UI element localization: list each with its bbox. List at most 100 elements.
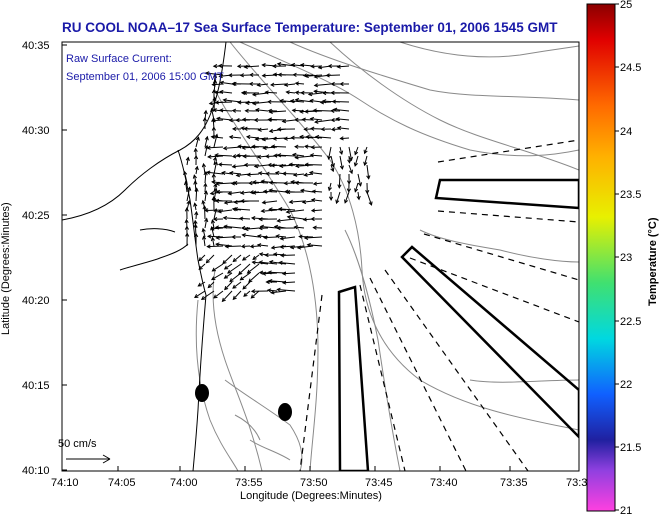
current-vector-head — [301, 199, 307, 205]
current-vector-head — [304, 109, 309, 114]
current-vector-head — [353, 162, 358, 167]
current-vector — [258, 128, 269, 131]
current-vector-head — [366, 175, 371, 180]
current-vector-head — [309, 98, 314, 103]
current-vector-head — [310, 198, 316, 203]
current-vector — [268, 118, 287, 121]
current-vector-head — [212, 96, 217, 101]
current-vector — [284, 83, 296, 86]
current-vector-head — [235, 153, 241, 158]
current-vector — [257, 83, 269, 86]
current-vector-head — [267, 162, 272, 168]
current-vector-head — [363, 149, 368, 155]
current-vector-head — [257, 127, 262, 132]
current-vector-head — [213, 294, 218, 299]
current-vector-head — [281, 271, 287, 276]
x-tick-label: 74:05 — [108, 477, 136, 489]
current-vector-head — [232, 81, 237, 86]
current-vector — [212, 263, 224, 272]
current-vector — [204, 171, 207, 184]
current-vector — [289, 163, 305, 166]
current-vector-head — [290, 135, 295, 140]
current-vector-head — [193, 147, 198, 153]
current-vector — [224, 200, 242, 204]
current-vector-head — [256, 243, 262, 248]
current-vector-head — [183, 180, 189, 186]
current-vector — [213, 134, 218, 148]
current-vector-head — [309, 153, 315, 158]
overlay-line-1: Raw Surface Current: — [66, 53, 172, 65]
current-vector-head — [303, 127, 308, 132]
current-vector-head — [245, 134, 251, 140]
current-vector — [357, 173, 362, 186]
current-vector — [242, 254, 251, 261]
current-vector — [282, 281, 296, 284]
current-vector-head — [213, 207, 218, 213]
current-vector-head — [349, 169, 353, 175]
current-vector-head — [251, 180, 257, 185]
current-vector-head — [214, 153, 219, 158]
current-vector-head — [219, 89, 224, 95]
current-vector-head — [213, 187, 218, 193]
current-vector — [306, 136, 323, 139]
current-vector — [186, 157, 189, 166]
current-vector — [357, 191, 360, 200]
current-vector — [222, 254, 233, 264]
current-vector — [223, 217, 242, 220]
current-vector-head — [310, 64, 315, 69]
current-vector-head — [256, 234, 262, 239]
current-vector-head — [237, 144, 242, 149]
current-vector — [252, 254, 260, 260]
current-vector-head — [183, 170, 188, 176]
current-vector — [300, 64, 314, 67]
current-vector-head — [204, 135, 209, 141]
current-vector-head — [244, 100, 250, 105]
current-vector-head — [321, 90, 327, 96]
current-vector — [263, 146, 278, 149]
current-vector-head — [354, 188, 359, 193]
current-vector — [229, 272, 242, 282]
current-vector-head — [251, 260, 256, 265]
current-vector-head — [327, 155, 332, 161]
current-vector — [213, 290, 224, 299]
current-vector-head — [265, 171, 270, 176]
current-vector-head — [218, 108, 224, 113]
x-tick-marks — [61, 466, 580, 471]
current-vector-head — [192, 174, 197, 179]
current-vector-head — [267, 278, 273, 284]
current-vector — [224, 272, 233, 279]
current-vector-head — [227, 269, 232, 274]
current-vector-head — [327, 186, 332, 192]
current-vector — [308, 92, 323, 95]
current-vector-head — [307, 92, 313, 97]
current-vector-head — [246, 172, 251, 177]
current-vector-head — [187, 186, 192, 191]
current-vector — [339, 155, 343, 169]
current-vector-head — [303, 235, 309, 240]
current-vector-head — [330, 163, 335, 168]
current-vector — [261, 209, 278, 212]
current-vector — [201, 290, 215, 300]
current-vector-head — [212, 63, 218, 69]
current-vector-head — [252, 255, 257, 261]
current-vector-head — [289, 99, 295, 104]
current-vector-head — [276, 218, 281, 223]
current-vector — [211, 237, 215, 247]
current-vector-head — [284, 189, 289, 194]
current-vector — [211, 226, 215, 238]
current-vector-head — [294, 144, 299, 149]
current-vector — [337, 127, 350, 130]
current-vector-head — [294, 81, 300, 86]
current-vector-head — [211, 88, 217, 94]
current-vector-head — [312, 108, 317, 113]
current-vector — [305, 164, 323, 166]
current-vector-head — [231, 207, 237, 212]
current-vector-head — [194, 294, 199, 298]
chart-title: RU COOL NOAA–17 Sea Surface Temperature:… — [62, 20, 558, 35]
current-vector-head — [240, 90, 246, 96]
current-vector-head — [264, 90, 269, 95]
current-vector-head — [312, 181, 318, 186]
current-vector-head — [223, 200, 229, 205]
current-vector — [295, 164, 314, 167]
current-vector-head — [205, 259, 210, 264]
